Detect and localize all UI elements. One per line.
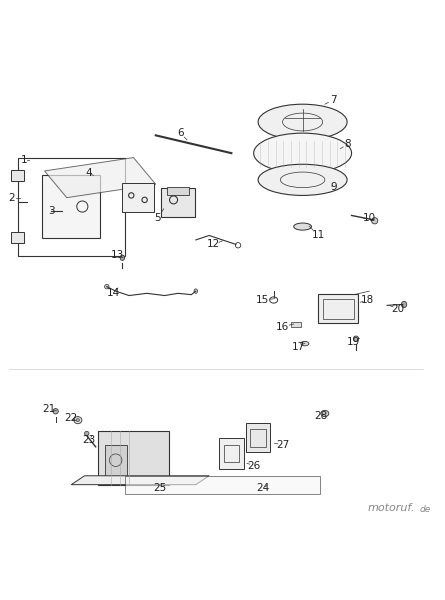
Text: motoruf.: motoruf. — [368, 503, 415, 513]
Text: 15: 15 — [256, 295, 269, 305]
Text: 3: 3 — [48, 206, 54, 216]
Bar — [219, 438, 244, 469]
Text: 6: 6 — [177, 128, 183, 138]
Text: 23: 23 — [82, 435, 96, 445]
Polygon shape — [44, 158, 156, 197]
Ellipse shape — [53, 409, 58, 414]
Text: 28: 28 — [314, 410, 327, 421]
Ellipse shape — [105, 284, 109, 289]
Ellipse shape — [254, 133, 352, 173]
Text: de: de — [419, 505, 431, 514]
Bar — [42, 175, 100, 238]
Bar — [291, 322, 301, 327]
Polygon shape — [71, 476, 209, 485]
Bar — [11, 232, 24, 243]
Bar — [162, 188, 195, 217]
Ellipse shape — [258, 164, 347, 196]
Text: 26: 26 — [247, 461, 260, 470]
Text: 19: 19 — [347, 337, 360, 347]
Ellipse shape — [372, 218, 378, 224]
Text: 11: 11 — [312, 230, 325, 241]
Text: 24: 24 — [256, 483, 269, 493]
Bar — [318, 295, 358, 323]
Text: 14: 14 — [107, 289, 120, 298]
Text: 18: 18 — [360, 295, 374, 305]
Text: 22: 22 — [65, 413, 78, 424]
Ellipse shape — [74, 416, 82, 424]
Ellipse shape — [120, 255, 125, 260]
Text: 16: 16 — [276, 322, 289, 332]
Text: 25: 25 — [154, 483, 167, 493]
Text: 20: 20 — [392, 304, 405, 314]
Bar — [98, 431, 169, 485]
Text: 10: 10 — [363, 212, 376, 223]
Bar — [122, 183, 154, 212]
Bar — [246, 424, 271, 452]
Bar — [250, 429, 266, 447]
Ellipse shape — [353, 336, 359, 341]
Text: 27: 27 — [276, 440, 289, 449]
Ellipse shape — [258, 104, 347, 140]
Ellipse shape — [301, 341, 309, 346]
Text: 4: 4 — [86, 168, 92, 178]
Text: 5: 5 — [155, 212, 161, 223]
Bar — [105, 445, 127, 476]
Bar — [167, 187, 189, 196]
Text: 7: 7 — [331, 95, 337, 105]
Text: 12: 12 — [207, 239, 220, 250]
Text: 9: 9 — [331, 182, 337, 191]
Polygon shape — [125, 476, 320, 494]
Bar — [224, 445, 239, 463]
Text: 8: 8 — [344, 139, 350, 149]
Ellipse shape — [321, 410, 329, 416]
Bar — [323, 299, 354, 319]
Ellipse shape — [85, 431, 89, 436]
Ellipse shape — [77, 419, 79, 422]
Text: 2: 2 — [8, 193, 14, 203]
Bar — [11, 170, 24, 181]
Text: 17: 17 — [291, 342, 305, 352]
Text: 13: 13 — [111, 251, 125, 260]
Ellipse shape — [294, 223, 311, 230]
Ellipse shape — [194, 289, 198, 293]
Text: 21: 21 — [42, 404, 56, 413]
Text: 1: 1 — [21, 155, 28, 165]
Ellipse shape — [401, 301, 407, 308]
